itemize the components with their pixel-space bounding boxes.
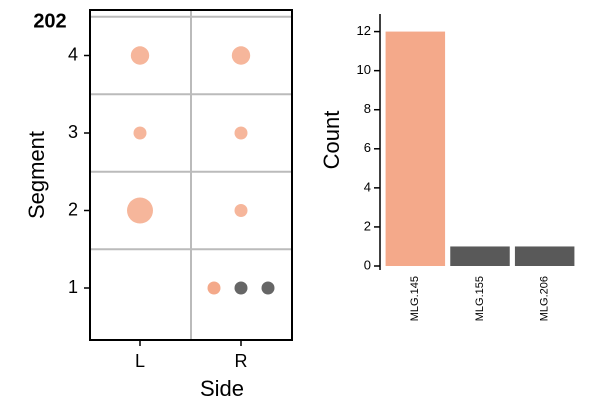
- dot: [234, 126, 248, 140]
- y-axis-label: Segment: [24, 131, 49, 219]
- dot: [234, 281, 248, 295]
- y-tick-label: 3: [68, 122, 78, 142]
- y-tick-label: 12: [357, 23, 371, 38]
- bar: [385, 31, 446, 267]
- y-tick-label: 2: [364, 218, 371, 233]
- dot: [231, 46, 251, 65]
- chart-title: 202: [33, 10, 66, 32]
- bar: [514, 246, 575, 266]
- y-tick-label: 4: [68, 44, 78, 64]
- dot: [130, 46, 150, 65]
- x-tick-label: MLG.145: [409, 276, 421, 321]
- x-tick-label: MLG.206: [539, 276, 551, 321]
- y-tick-label: 0: [364, 257, 371, 272]
- y-tick-label: 6: [364, 140, 371, 155]
- x-axis-label: Side: [200, 376, 244, 401]
- dot: [234, 204, 248, 217]
- x-tick-label: R: [235, 351, 248, 371]
- x-tick-label: MLG.155: [474, 276, 486, 321]
- y-tick-label: 10: [357, 62, 371, 77]
- dot: [127, 197, 153, 224]
- y-axis-label: Count: [319, 111, 344, 170]
- dot: [207, 281, 221, 295]
- bar: [450, 246, 510, 266]
- plot-frame: [89, 9, 293, 341]
- y-tick-label: 4: [364, 179, 371, 194]
- dot: [261, 281, 275, 295]
- y-tick-label: 1: [68, 277, 78, 297]
- y-tick-label: 2: [68, 199, 78, 219]
- y-tick-label: 8: [364, 101, 371, 116]
- dot: [133, 126, 147, 140]
- x-tick-label: L: [135, 351, 145, 371]
